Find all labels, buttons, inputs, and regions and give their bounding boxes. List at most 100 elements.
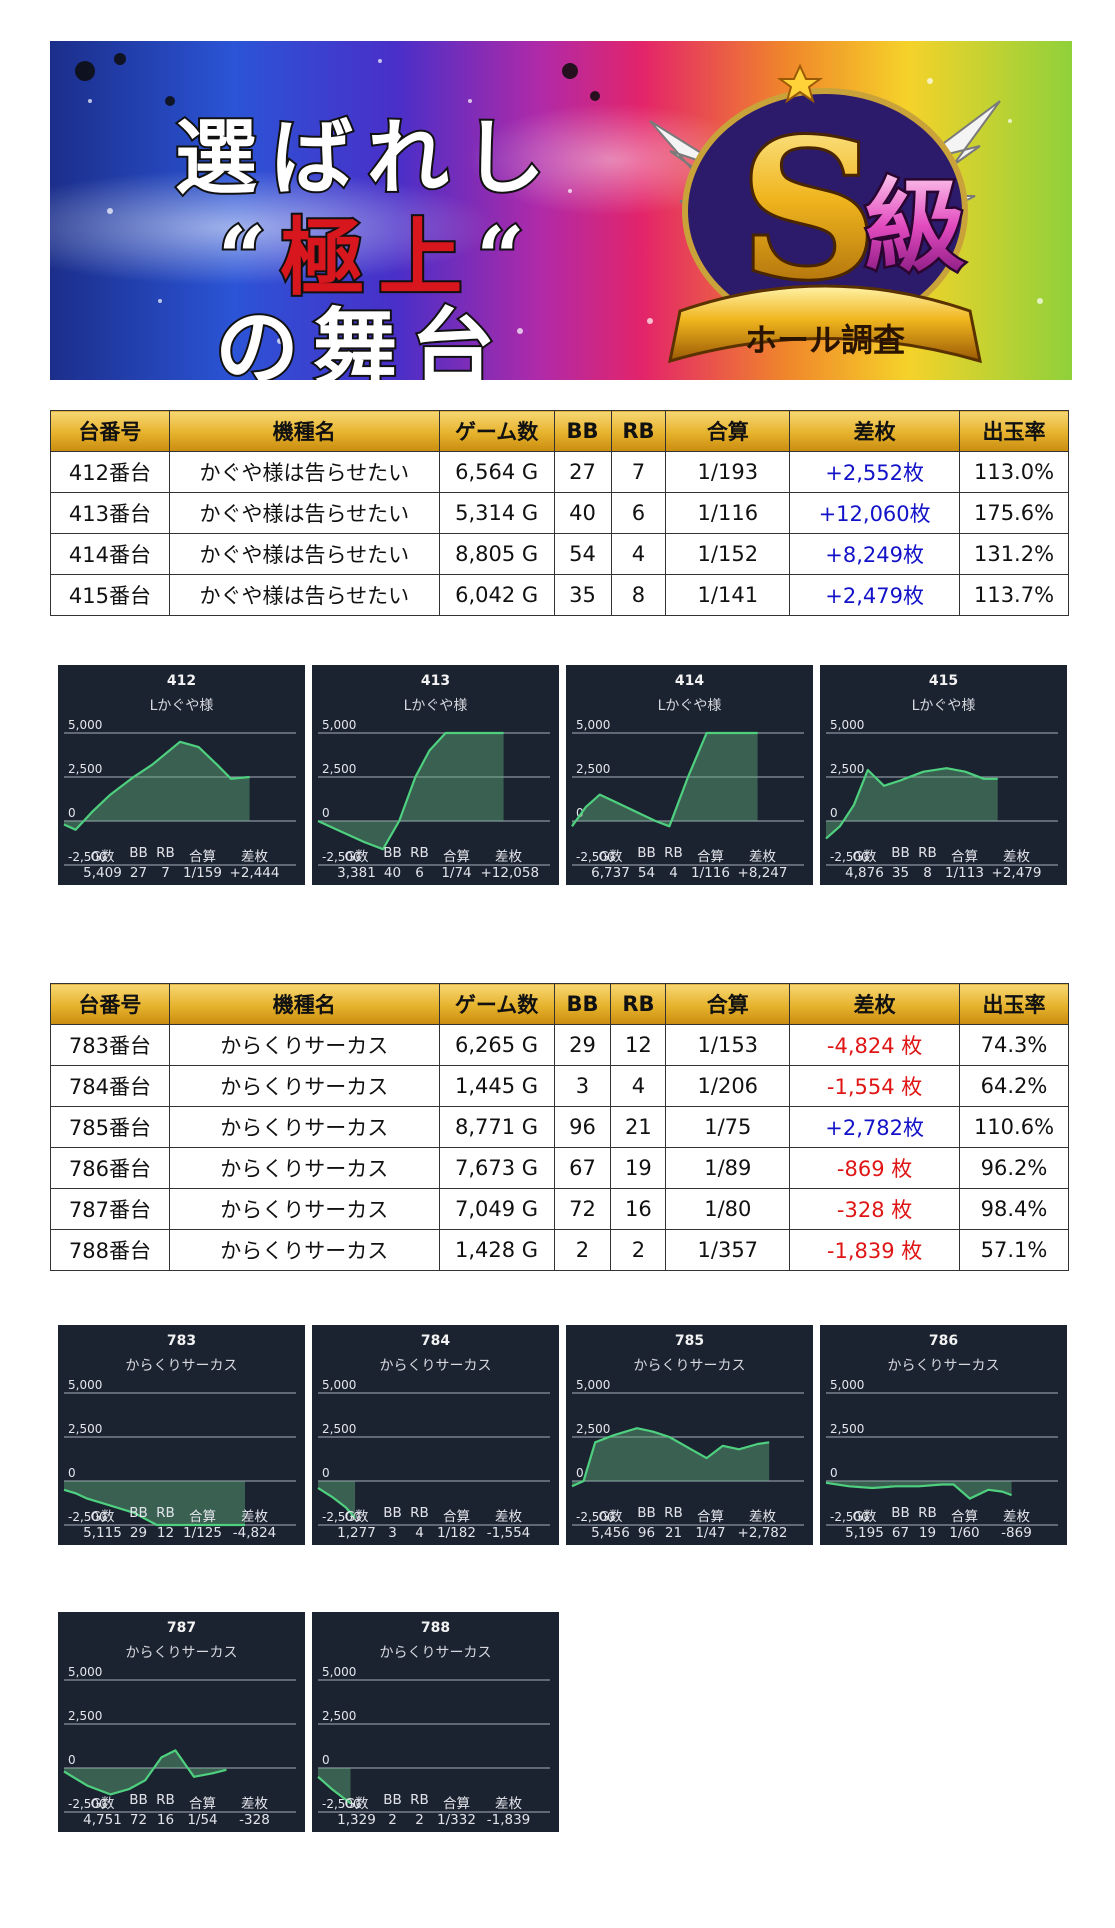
cell-total: 1/193	[665, 451, 791, 493]
column-header: 差枚	[789, 410, 961, 452]
graph-machine-number: 788	[420, 1620, 451, 1636]
stat-value: -1,554	[486, 1525, 531, 1541]
stat-label: BB	[383, 1505, 402, 1521]
slump-graph-card: 5,000 2,500 0 -2,500 784 からくりサーカス G数 BB RB 合算 差枚 1,…	[312, 1325, 559, 1545]
cell-rate: 113.7%	[959, 574, 1069, 616]
badge-ribbon-text: ホール調査	[745, 321, 905, 359]
stat-label: G数	[852, 1509, 877, 1525]
table-row: 412番台 かぐや様は告らせたい 6,564 G 27 7 1/193 +2,552枚 113…	[50, 451, 1069, 493]
table-row: 414番台 かぐや様は告らせたい 8,805 G 54 4 1/152 +8,249枚 131…	[50, 533, 1069, 575]
stat-value: 19	[918, 1525, 937, 1541]
slump-graph-card: 5,000 2,500 0 -2,500 785 からくりサーカス G数 BB RB 合算 差枚 5,…	[566, 1325, 813, 1545]
cell-rb: 16	[610, 1188, 667, 1230]
badge-ribbon	[668, 284, 982, 364]
table-row: 788番台 からくりサーカス 1,428 G 2 2 1/357 -1,839 枚 57.1%	[50, 1229, 1069, 1271]
column-header: BB	[553, 983, 612, 1025]
stat-label: 合算	[189, 849, 216, 865]
stat-value: 6	[415, 865, 424, 881]
table-row: 785番台 からくりサーカス 8,771 G 96 21 1/75 +2,782枚 110.6…	[50, 1106, 1069, 1148]
slump-area	[826, 1481, 1012, 1499]
stat-value: 40	[383, 865, 402, 881]
stat-header-row: G数 BB RB 合算 差枚	[820, 845, 1067, 865]
column-header: RB	[610, 983, 667, 1025]
stat-header-row: G数 BB RB 合算 差枚	[312, 845, 559, 865]
y-tick-label: -2,500	[322, 850, 361, 864]
stat-label: 差枚	[495, 1796, 522, 1812]
cell-rb: 19	[610, 1147, 667, 1189]
cell-total: 1/152	[665, 533, 791, 575]
y-tick-label: 2,500	[322, 1422, 356, 1436]
slump-line	[825, 767, 998, 840]
cell-rate: 113.0%	[959, 451, 1069, 493]
table-row: 784番台 からくりサーカス 1,445 G 3 4 1/206 -1,554 枚 64.2%	[50, 1065, 1069, 1107]
cell-games: 8,771 G	[438, 1106, 555, 1148]
stat-label: BB	[383, 845, 402, 861]
column-header: 台番号	[50, 983, 170, 1025]
stat-value: -4,824	[232, 1525, 277, 1541]
y-tick-label: 5,000	[68, 718, 102, 732]
stat-label: 差枚	[495, 1509, 522, 1525]
cell-diff: -4,824 枚	[789, 1024, 960, 1066]
stat-label: G数	[90, 1509, 115, 1525]
stat-value: 5,456	[591, 1525, 630, 1541]
y-tick-label: 0	[576, 806, 584, 820]
banner-title-line3: の舞台	[213, 296, 510, 380]
cell-total: 1/153	[665, 1024, 791, 1066]
cell-rate: 131.2%	[959, 533, 1069, 575]
graph-machine-name: からくりサーカス	[125, 1645, 238, 1661]
table-row: 413番台 かぐや様は告らせたい 5,314 G 40 6 1/116 +12,060枚 17…	[50, 492, 1069, 534]
graph-machine-number: 414	[674, 673, 705, 689]
stat-value: 1/125	[183, 1525, 222, 1541]
y-tick-label: 2,500	[68, 762, 102, 776]
cell-no: 787番台	[50, 1188, 170, 1230]
stat-value: 1/159	[183, 865, 222, 881]
cell-bb: 40	[553, 492, 612, 534]
stat-value: -869	[1001, 1525, 1032, 1541]
stat-label: G数	[344, 849, 369, 865]
stat-label: 合算	[697, 1509, 724, 1525]
cell-total: 1/206	[665, 1065, 791, 1107]
column-header: 機種名	[168, 410, 440, 452]
stat-label: BB	[383, 1792, 402, 1808]
cell-rb: 4	[610, 533, 667, 575]
y-tick-label: 2,500	[68, 1422, 102, 1436]
cell-diff: +2,782枚	[789, 1106, 960, 1148]
cell-bb: 3	[553, 1065, 612, 1107]
stat-value: 5,409	[83, 865, 122, 881]
slump-area	[318, 1768, 351, 1804]
stat-label: 合算	[443, 849, 470, 865]
slump-area	[572, 733, 758, 827]
stat-value: 1,277	[337, 1525, 376, 1541]
cell-rate: 64.2%	[959, 1065, 1069, 1107]
y-tick-label: 5,000	[322, 718, 356, 732]
quote-close: “	[474, 206, 539, 309]
stat-header-row: G数 BB RB 合算 差枚	[566, 845, 813, 865]
cell-no: 785番台	[50, 1106, 170, 1148]
stat-value: 5,115	[83, 1525, 122, 1541]
stat-label: 合算	[697, 849, 724, 865]
cell-rb: 6	[610, 492, 667, 534]
graph-machine-number: 415	[928, 673, 959, 689]
stat-label: RB	[918, 1505, 937, 1521]
stat-label: 合算	[443, 1509, 470, 1525]
cell-rb: 21	[610, 1106, 667, 1148]
cell-total: 1/357	[665, 1229, 791, 1271]
y-tick-label: 5,000	[576, 1378, 610, 1392]
stat-label: 合算	[951, 849, 978, 865]
stat-value: -1,839	[486, 1812, 531, 1828]
y-tick-label: 5,000	[830, 718, 864, 732]
y-tick-label: 5,000	[576, 718, 610, 732]
cell-diff: +2,479枚	[789, 574, 961, 616]
stat-header-row: G数 BB RB 合算 差枚	[58, 1792, 305, 1812]
y-tick-label: 0	[68, 806, 76, 820]
column-header: BB	[553, 410, 612, 452]
stat-label: RB	[918, 845, 937, 861]
graph-machine-name: Lかぐや様	[149, 698, 214, 714]
stat-header-row: G数 BB RB 合算 差枚	[312, 1505, 559, 1525]
cell-diff: -1,839 枚	[789, 1229, 960, 1271]
banner-background	[75, 53, 1043, 344]
y-tick-label: 2,500	[68, 1709, 102, 1723]
